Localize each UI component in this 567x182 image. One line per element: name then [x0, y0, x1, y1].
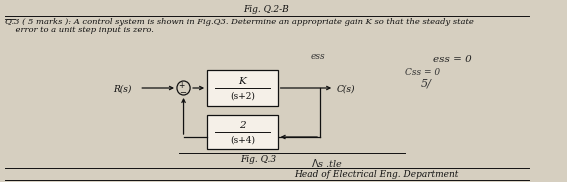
- Text: +: +: [179, 82, 185, 90]
- Text: 5/: 5/: [421, 78, 431, 88]
- Text: $\Lambda$s .tle: $\Lambda$s .tle: [311, 157, 343, 169]
- Text: 2: 2: [239, 120, 246, 130]
- Text: (s+2): (s+2): [230, 92, 255, 100]
- Bar: [207, 70, 278, 106]
- Text: ess: ess: [311, 52, 325, 61]
- Text: Head of Electrical Eng. Department: Head of Electrical Eng. Department: [294, 170, 459, 179]
- Bar: [207, 115, 278, 149]
- Text: error to a unit step input is zero.: error to a unit step input is zero.: [5, 26, 154, 34]
- Text: Q.3 ( 5 marks ): A control system is shown in Fig.Q3. Determine an appropriate g: Q.3 ( 5 marks ): A control system is sho…: [5, 18, 473, 26]
- Text: Fig. Q.3: Fig. Q.3: [240, 155, 276, 164]
- Text: −: −: [179, 88, 186, 98]
- Text: Css = 0: Css = 0: [405, 68, 440, 77]
- Text: C(s): C(s): [337, 84, 356, 94]
- Text: R(s): R(s): [113, 84, 132, 94]
- Text: ess = 0: ess = 0: [433, 55, 472, 64]
- Text: (s+4): (s+4): [230, 136, 255, 145]
- Text: Fig. Q.2-B: Fig. Q.2-B: [243, 5, 289, 14]
- Text: K: K: [239, 76, 246, 86]
